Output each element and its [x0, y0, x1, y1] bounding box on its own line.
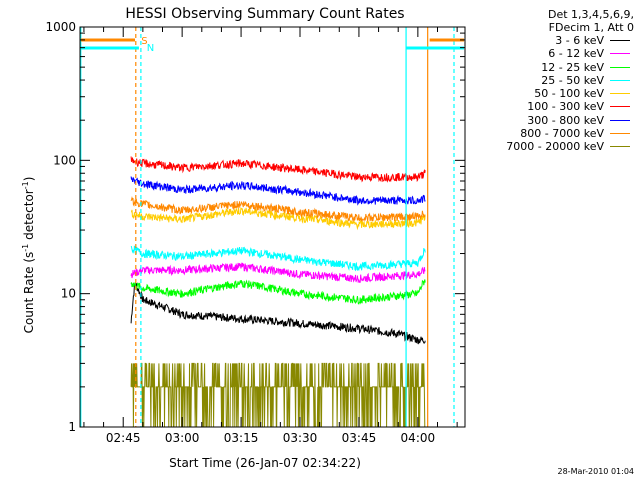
y-tick-label: 10 [61, 287, 76, 301]
plot-frame [79, 26, 466, 428]
legend-label: 12 - 25 keV [541, 60, 604, 74]
legend-label: 7000 - 20000 keV [506, 140, 604, 154]
series-800-7000-kev [130, 196, 426, 222]
y-tick-label: 100 [53, 153, 76, 167]
s-annotation: S [141, 36, 147, 47]
legend-swatch [610, 93, 630, 95]
legend-entry: 12 - 25 keV [468, 61, 634, 74]
legend-swatch [610, 106, 630, 108]
legend: Det 1,3,4,5,6,9, FDecim 1, Att 0 3 - 6 k… [468, 8, 634, 154]
series-7000-20000-kev [130, 362, 426, 428]
y-tick-label: 1 [68, 420, 76, 434]
x-axis-label: Start Time (26-Jan-07 02:34:22) [169, 456, 361, 470]
series-6-12-kev [130, 262, 426, 284]
x-tick-label: 02:45 [106, 431, 141, 445]
legend-entry: 3 - 6 keV [468, 34, 634, 47]
legend-entry: 50 - 100 keV [468, 87, 634, 100]
legend-entry: 100 - 300 keV [468, 100, 634, 113]
legend-swatch [610, 79, 630, 81]
legend-label: 25 - 50 keV [541, 73, 604, 87]
legend-header-line-2: FDecim 1, Att 0 [548, 21, 634, 34]
legend-label: 6 - 12 keV [548, 47, 604, 61]
x-tick-label: 03:30 [283, 431, 318, 445]
legend-swatch [610, 66, 630, 68]
legend-swatch [610, 119, 630, 121]
y-axis-label: Count Rate (s-1 detector-1) [21, 177, 36, 334]
x-tick-label: 03:15 [224, 431, 259, 445]
series-100-300-kev [130, 156, 426, 183]
y-axis-label-mid: detector [22, 189, 36, 244]
legend-label: 3 - 6 keV [555, 34, 604, 47]
series-25-50-kev [130, 244, 426, 272]
legend-entry: 7000 - 20000 keV [468, 140, 634, 153]
legend-entry: 6 - 12 keV [468, 47, 634, 60]
legend-swatch [610, 133, 630, 135]
series-50-100-kev [131, 206, 426, 231]
x-tick-label: 04:00 [401, 431, 436, 445]
x-tick-label: 03:45 [342, 431, 377, 445]
n-annotation: N [147, 43, 154, 54]
legend-label: 100 - 300 keV [527, 100, 604, 114]
series-12-25-kev [130, 279, 426, 305]
legend-entry: 800 - 7000 keV [468, 127, 634, 140]
legend-swatch [610, 146, 630, 148]
legend-entry: 300 - 800 keV [468, 114, 634, 127]
legend-swatch [610, 40, 630, 41]
y-axis-label-sup1: -1 [21, 244, 30, 252]
legend-label: 800 - 7000 keV [520, 127, 604, 141]
y-axis-label-main: Count Rate (s [22, 252, 36, 334]
series-300-800-kev [130, 176, 426, 206]
legend-label: 50 - 100 keV [534, 87, 604, 101]
x-tick-label: 03:00 [165, 431, 200, 445]
y-axis-label-sup2: -1 [21, 181, 30, 189]
legend-swatch [610, 53, 630, 55]
y-axis-label-end: ) [22, 177, 36, 182]
legend-label: 300 - 800 keV [527, 113, 604, 127]
series-3-6-kev [130, 282, 426, 345]
legend-entry: 25 - 50 keV [468, 74, 634, 87]
plot-area: SN 1 10 100 1000 02:45 03:00 03:15 03:30 03:45 04:… [45, 20, 466, 445]
chart-title: HESSI Observing Summary Count Rates [125, 6, 404, 22]
legend-header-line-1: Det 1,3,4,5,6,9, [547, 8, 634, 21]
y-tick-label: 1000 [45, 20, 76, 34]
timestamp: 28-Mar-2010 01:04 [557, 467, 635, 476]
